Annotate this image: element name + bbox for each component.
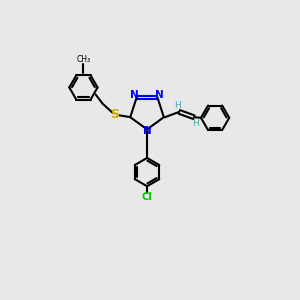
Text: N: N: [130, 90, 139, 100]
Text: N: N: [155, 90, 164, 100]
Text: Cl: Cl: [142, 192, 152, 203]
Text: S: S: [110, 108, 119, 121]
Text: N: N: [143, 126, 152, 136]
Text: H: H: [192, 119, 199, 128]
Text: H: H: [174, 101, 181, 110]
Text: CH₃: CH₃: [76, 55, 91, 64]
